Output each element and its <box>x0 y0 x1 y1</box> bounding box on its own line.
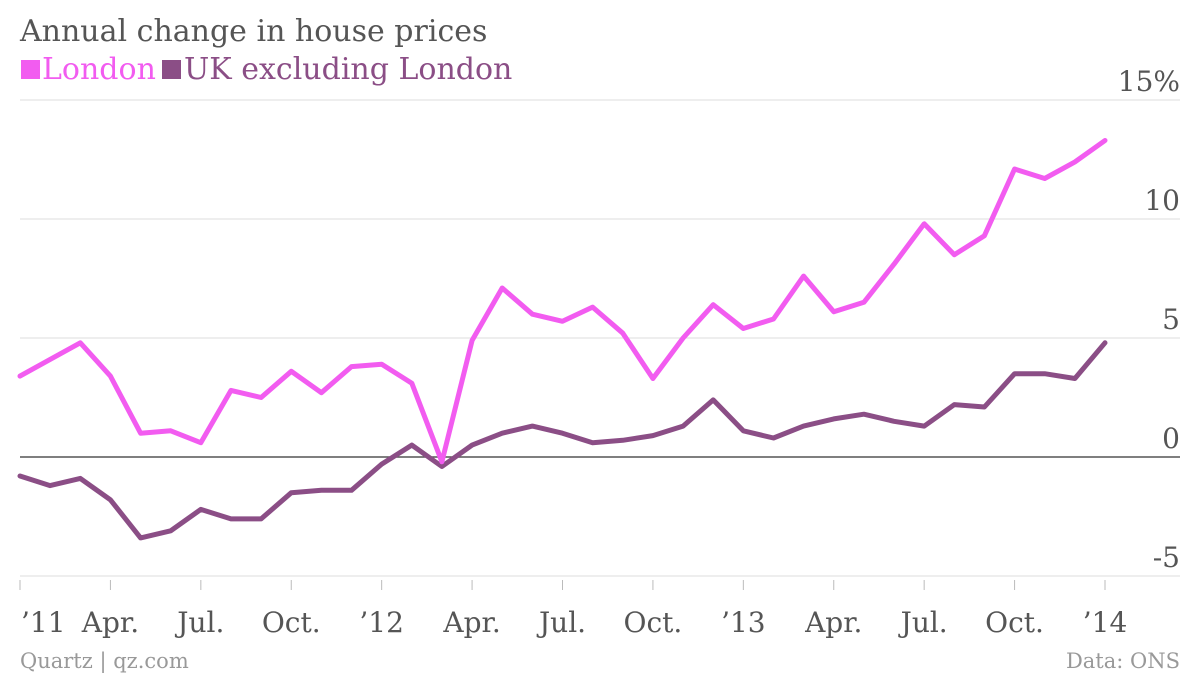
x-tick-label: ’13 <box>721 606 766 639</box>
x-tick-label: Apr. <box>804 606 862 639</box>
y-tick-label: 10 <box>1144 184 1180 217</box>
legend-swatch-uk-excluding-london <box>162 60 181 79</box>
y-axis-labels: 15% 10 5 0 -5 <box>1118 65 1180 574</box>
y-tick-label: -5 <box>1153 541 1180 574</box>
series-line-uk-excluding-london <box>17 340 1108 541</box>
x-tick-label: Oct. <box>985 606 1044 639</box>
x-tick-label: ’12 <box>359 606 404 639</box>
series-lines <box>17 138 1108 541</box>
x-tick-label: ’14 <box>1083 606 1128 639</box>
x-tick-label: Apr. <box>81 606 139 639</box>
legend-label-uk-excluding-london: UK excluding London <box>184 52 512 87</box>
x-tick-label: Jul. <box>536 606 586 639</box>
y-tick-label: 5 <box>1162 303 1180 336</box>
legend: London UK excluding London <box>21 52 512 87</box>
x-tick-label: Jul. <box>174 606 224 639</box>
x-tick-label: ’11 <box>21 606 66 639</box>
series-line-london <box>17 138 1108 465</box>
x-tick-label: Oct. <box>262 606 321 639</box>
gridlines <box>20 99 1180 577</box>
y-tick-label: 15% <box>1118 65 1180 98</box>
x-tick-label: Jul. <box>898 606 948 639</box>
data-source: Data: ONS <box>1066 649 1180 673</box>
legend-label-london: London <box>42 52 156 87</box>
y-tick-label: 0 <box>1162 422 1180 455</box>
x-axis: ’11 Apr. Jul. Oct. ’12 Apr. Jul. Oct. ’13 Apr. Jul… <box>19 580 1128 639</box>
x-tick-label: Oct. <box>624 606 683 639</box>
chart-title: Annual change in house prices <box>19 14 487 49</box>
legend-swatch-london <box>21 60 40 79</box>
x-tick-label: Apr. <box>442 606 500 639</box>
source-credit: Quartz | qz.com <box>20 649 189 674</box>
